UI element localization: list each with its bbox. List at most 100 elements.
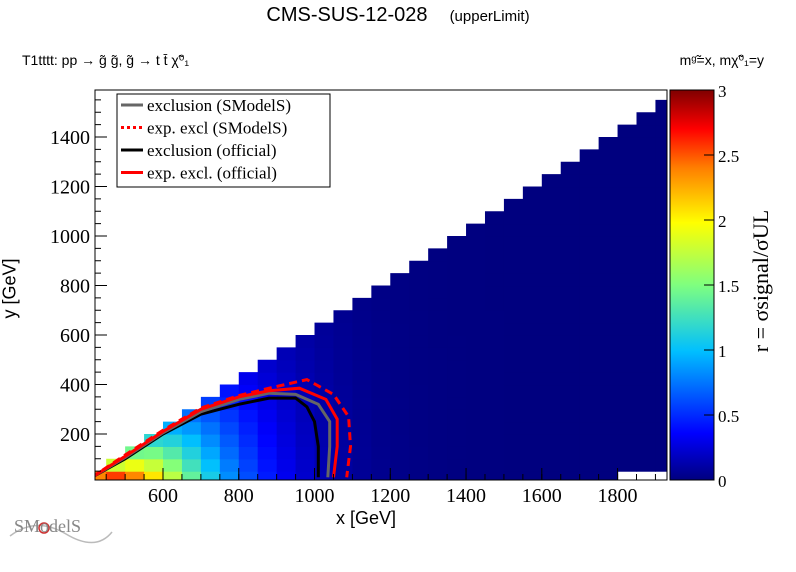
- heatmap-cell: [598, 409, 619, 423]
- heatmap-cell: [447, 347, 467, 361]
- heatmap-cell: [276, 409, 297, 423]
- heatmap-cell: [560, 273, 581, 287]
- heatmap-cell: [276, 421, 297, 435]
- heatmap-cell: [598, 446, 619, 460]
- heatmap-cell: [636, 421, 657, 435]
- heatmap-cell: [163, 471, 183, 480]
- heatmap-cell: [503, 471, 524, 480]
- heatmap-cell: [371, 310, 391, 324]
- heatmap-cell: [579, 372, 600, 386]
- heatmap-cell: [371, 396, 391, 410]
- y-tick-label: 1000: [50, 226, 90, 248]
- heatmap-cell: [219, 446, 240, 460]
- heatmap-cell: [447, 384, 467, 398]
- heatmap-cell: [617, 285, 638, 299]
- heatmap-cell: [579, 335, 600, 348]
- heatmap-cell: [295, 359, 316, 373]
- heatmap-cell: [541, 396, 562, 410]
- heatmap-cell: [276, 471, 297, 480]
- heatmap-cell: [560, 248, 581, 262]
- heatmap-cell: [163, 458, 183, 472]
- y-tick-label: 600: [60, 325, 90, 347]
- legend-entry: exclusion (official): [147, 141, 277, 160]
- heatmap-cell: [503, 248, 524, 262]
- heatmap-cell: [636, 409, 657, 423]
- heatmap-cell: [484, 285, 505, 299]
- y-axis-label: y [GeV]: [0, 258, 20, 319]
- heatmap-cell: [447, 310, 467, 324]
- heatmap-cell: [655, 372, 667, 386]
- heatmap-cell: [579, 211, 600, 225]
- mass-relation-label: mᵍ̃=x, mχ̃⁰₁=y: [679, 52, 764, 68]
- heatmap-cell: [484, 396, 505, 410]
- heatmap-cell: [617, 124, 638, 138]
- heatmap-cell: [598, 297, 619, 311]
- heatmap-cell: [428, 458, 448, 472]
- heatmap-cell: [541, 186, 562, 200]
- heatmap-cell: [522, 372, 543, 386]
- heatmap-cell: [257, 434, 278, 447]
- heatmap-cell: [522, 248, 543, 262]
- heatmap-cell: [598, 273, 619, 287]
- heatmap-cell: [466, 236, 486, 249]
- heatmap-cell: [466, 372, 486, 386]
- heatmap-cell: [655, 149, 667, 163]
- heatmap-cell: [541, 273, 562, 287]
- heatmap-cell: [276, 396, 297, 410]
- heatmap-cell: [484, 310, 505, 324]
- heatmap-cell: [409, 310, 429, 324]
- heatmap-cell: [390, 322, 410, 336]
- heatmap-cell: [428, 384, 448, 398]
- heatmap-cell: [352, 409, 372, 423]
- heatmap-cell: [617, 174, 638, 188]
- heatmap-cell: [428, 285, 448, 299]
- heatmap-cell: [598, 471, 619, 480]
- heatmap-cell: [200, 458, 221, 472]
- heatmap-cell: [295, 335, 316, 348]
- x-axis-label: x [GeV]: [336, 508, 397, 528]
- heatmap-cell: [390, 458, 410, 472]
- heatmap-cell: [314, 335, 335, 348]
- heatmap-cell: [409, 446, 429, 460]
- heatmap-cell: [352, 446, 372, 460]
- heatmap-cell: [333, 471, 353, 480]
- heatmap-cell: [333, 384, 353, 398]
- heatmap-cell: [390, 297, 410, 311]
- heatmap-cell: [257, 421, 278, 435]
- heatmap-cell: [371, 372, 391, 386]
- heatmap-cell: [238, 471, 259, 480]
- heatmap-cell: [503, 297, 524, 311]
- heatmap-cell: [579, 458, 600, 472]
- heatmap-cell: [579, 273, 600, 287]
- heatmap-cell: [484, 359, 505, 373]
- heatmap-cell: [560, 359, 581, 373]
- heatmap-cell: [484, 471, 505, 480]
- heatmap-cell: [617, 421, 638, 435]
- heatmap-cell: [541, 347, 562, 361]
- x-tick-label: 600: [148, 485, 178, 507]
- heatmap-cell: [522, 458, 543, 472]
- heatmap-cell: [371, 322, 391, 336]
- heatmap-cell: [503, 409, 524, 423]
- heatmap-cell: [484, 446, 505, 460]
- heatmap-cell: [257, 409, 278, 423]
- heatmap-cell: [598, 260, 619, 274]
- heatmap-cell: [409, 384, 429, 398]
- heatmap-cell: [655, 310, 667, 324]
- colorbar-axis: 0 0.5 1 1.5 2 2.5 3: [704, 82, 739, 491]
- heatmap-cell: [655, 359, 667, 373]
- heatmap-cell: [579, 174, 600, 188]
- heatmap-cell: [617, 273, 638, 287]
- heatmap-cell: [655, 174, 667, 188]
- heatmap-cell: [144, 471, 164, 480]
- legend-entry: exp. excl. (official): [147, 164, 277, 183]
- heatmap-cell: [636, 372, 657, 386]
- heatmap-cell: [447, 248, 467, 262]
- heatmap-cell: [560, 223, 581, 237]
- heatmap-cell: [617, 137, 638, 150]
- heatmap-cell: [522, 347, 543, 361]
- heatmap-cell: [466, 384, 486, 398]
- heatmap-cell: [503, 310, 524, 324]
- heatmap-cell: [503, 285, 524, 299]
- heatmap-cell: [466, 471, 486, 480]
